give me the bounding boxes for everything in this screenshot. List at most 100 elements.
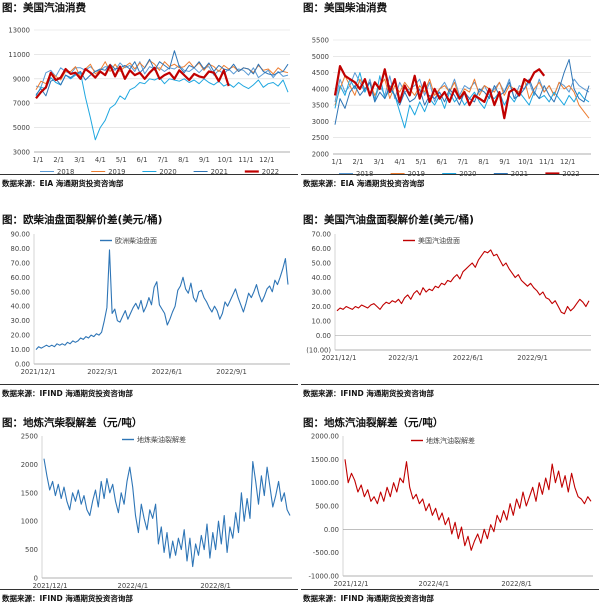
- x-tick-label: 2022/4/1: [419, 580, 450, 588]
- y-tick-label: 2500: [312, 134, 329, 142]
- y-tick-label: 60.00: [312, 245, 331, 253]
- x-tick-label: 2021/12/1: [322, 354, 357, 362]
- x-tick-label: 2022/3/1: [388, 354, 419, 362]
- x-tick-label: 7/1: [157, 156, 168, 164]
- x-tick-label: 9/1: [199, 156, 210, 164]
- x-tick-label: 2022/8/1: [200, 582, 231, 590]
- series-line-地炼柴油裂解差: [43, 458, 291, 568]
- x-tick-label: 7/1: [457, 158, 468, 166]
- legend-label: 2018: [57, 168, 74, 176]
- y-tick-label: 50.00: [312, 260, 331, 268]
- legend-label: 地炼柴油裂解差: [137, 435, 186, 444]
- legend-label: 美国汽油盘面: [418, 236, 460, 245]
- y-tick-label: 2000: [21, 461, 38, 469]
- y-tick-label: 11000: [8, 51, 30, 59]
- x-tick-label: 10/1: [518, 158, 533, 166]
- y-tick-label: 20.00: [11, 332, 30, 340]
- divider: [0, 384, 298, 385]
- chart-plot: 0.00 10.00 20.00 30.00 40.00 50.00 60.00 70.00 8…: [11, 231, 290, 376]
- x-tick-label: 8/1: [178, 156, 189, 164]
- x-tick-label: 2022/4/1: [118, 582, 149, 590]
- series-line-地炼汽油裂解差: [344, 459, 592, 551]
- x-tick-label: 9/1: [499, 158, 510, 166]
- y-tick-label: 500.00: [315, 503, 339, 511]
- y-tick-label: 0.00: [15, 361, 30, 369]
- chart-title: 图：美国汽油盘面裂解价差(美元/桶): [303, 214, 474, 226]
- legend-label: 2019: [108, 168, 125, 176]
- x-tick-label: 11/1: [539, 158, 554, 166]
- y-tick-label: 3000: [312, 118, 329, 126]
- x-tick-label: 12/1: [259, 156, 274, 164]
- chart-title: 图：欧柴油盘面裂解价差(美元/桶): [2, 214, 163, 226]
- series-line-2020: [334, 72, 590, 129]
- x-tick-label: 3/1: [373, 158, 384, 166]
- x-tick-label: 2022/9/1: [216, 368, 247, 376]
- y-tick-label: 20.00: [312, 303, 331, 311]
- chart-source: 数据来源：EIA 海通期货投资咨询部: [303, 179, 425, 188]
- chart-panel-diesel-consumption: 图：美国柴油消费 2000 2500 3000 3500 4000 4500 5000 550…: [301, 0, 599, 195]
- y-tick-label: 10.00: [312, 318, 331, 326]
- legend-label: 欧洲柴油盘面: [115, 236, 157, 245]
- y-tick-label: 0.00: [316, 332, 331, 340]
- chart-panel-gasoline-consumption: 图：美国汽油消费 3000 5000 7000 9000 11000 13000 1/1 2/…: [0, 0, 298, 195]
- x-tick-label: 8/1: [478, 158, 489, 166]
- y-tick-label: 2500: [21, 433, 38, 441]
- x-tick-label: 5/1: [116, 156, 127, 164]
- chart-plot: -1000.00 -500.00 0.00 500.00 1000.00 1500.00 2…: [308, 433, 593, 588]
- y-tick-label: -1000.00: [308, 573, 339, 581]
- legend-label: 2022: [262, 168, 279, 176]
- series-line-欧洲柴油盘面: [35, 249, 289, 350]
- chart-panel-us-gasoline-crack: 图：美国汽油盘面裂解价差(美元/桶) (10.00) 0.00 10.00 20.00…: [301, 212, 599, 402]
- y-tick-label: 10.00: [11, 346, 30, 354]
- chart-panel-eu-diesel-crack: 图：欧柴油盘面裂解价差(美元/桶) 0.00 10.00 20.00 30.00 40.…: [0, 212, 298, 402]
- y-tick-label: 70.00: [11, 259, 30, 267]
- legend-label: 地炼汽油裂解差: [426, 436, 475, 445]
- series-line-2021: [334, 59, 590, 125]
- x-tick-label: 4/1: [394, 158, 405, 166]
- chart-source: 数据来源：IFIND 海通期货投资咨询部: [303, 594, 434, 603]
- chart-panel-local-gasoline-crack: 图：地炼汽油裂解差（元/吨） -1000.00 -500.00 0.00 500.00…: [301, 415, 599, 607]
- x-tick-label: 2021/12/1: [21, 368, 56, 376]
- y-tick-label: 30.00: [11, 317, 30, 325]
- x-tick-label: 1/1: [33, 156, 44, 164]
- y-tick-label: 30.00: [312, 289, 331, 297]
- x-tick-label: 6/1: [137, 156, 148, 164]
- y-tick-label: 1500.00: [311, 456, 339, 464]
- y-tick-label: -500.00: [313, 549, 339, 557]
- chart-title: 图：地炼汽柴裂解差（元/吨）: [2, 417, 143, 429]
- x-tick-label: 5/1: [415, 158, 426, 166]
- legend-label: 2021: [211, 168, 228, 176]
- x-tick-label: 2/1: [53, 156, 64, 164]
- series-line-美国汽油盘面: [336, 249, 590, 315]
- x-tick-label: 3/1: [74, 156, 85, 164]
- chart-plot: 3000 5000 7000 9000 11000 13000 1/1 2/1 3/1 4/1 5/…: [8, 27, 290, 176]
- chart-title: 图：美国柴油消费: [303, 2, 387, 14]
- y-tick-label: 13000: [8, 27, 30, 35]
- divider: [301, 384, 599, 385]
- y-tick-label: 5500: [312, 37, 329, 45]
- y-tick-label: 0: [34, 575, 38, 583]
- x-tick-label: 10/1: [218, 156, 233, 164]
- y-tick-label: 70.00: [312, 231, 331, 239]
- y-tick-label: (10.00): [306, 347, 331, 355]
- x-tick-label: 4/1: [95, 156, 106, 164]
- x-tick-label: 2021/12/1: [33, 582, 68, 590]
- x-tick-label: 2022/3/1: [87, 368, 118, 376]
- x-tick-label: 1/1: [332, 158, 343, 166]
- y-tick-label: 500: [25, 546, 38, 554]
- divider: [0, 174, 298, 175]
- divider: [301, 589, 599, 590]
- y-tick-label: 40.00: [312, 274, 331, 282]
- x-tick-label: 2022/9/1: [517, 354, 548, 362]
- y-tick-label: 80.00: [11, 245, 30, 253]
- series-line-2022: [333, 64, 546, 120]
- x-tick-label: 2022/6/1: [152, 368, 183, 376]
- series-line-2021: [35, 50, 289, 97]
- chart-source: 数据来源：IFIND 海通期货投资咨询部: [303, 389, 434, 398]
- y-tick-label: 50.00: [11, 288, 30, 296]
- x-tick-label: 12/1: [560, 158, 575, 166]
- y-tick-label: 90.00: [11, 231, 30, 239]
- x-tick-label: 2022/6/1: [453, 354, 484, 362]
- y-tick-label: 0.00: [324, 526, 339, 534]
- chart-source: 数据来源：IFIND 海通期货投资咨询部: [2, 389, 133, 398]
